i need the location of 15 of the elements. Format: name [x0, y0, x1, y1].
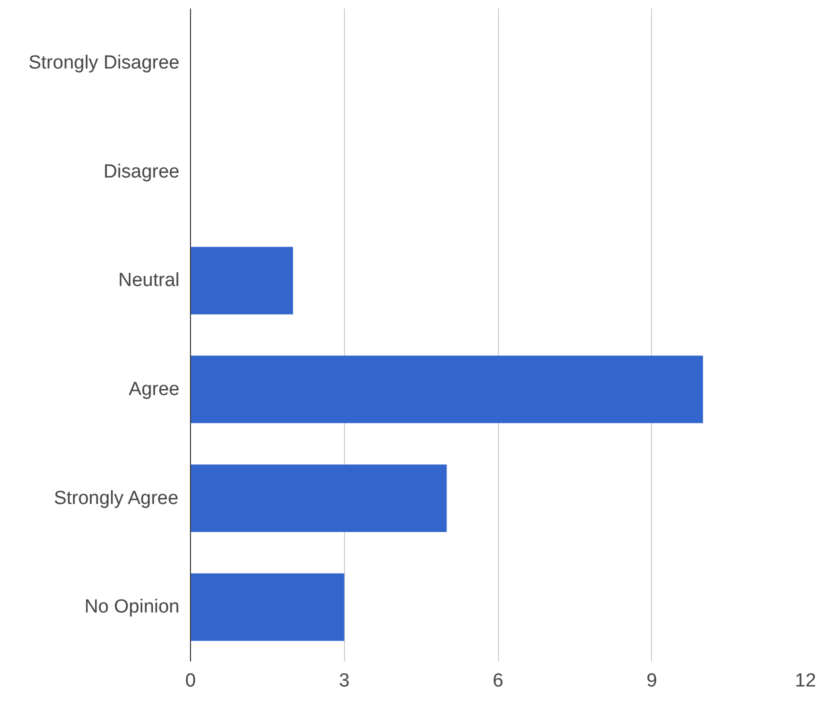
x-tick-label: 12 — [794, 670, 816, 692]
bar — [190, 246, 293, 314]
x-tick-label: 9 — [646, 670, 658, 692]
bar — [190, 573, 344, 641]
y-tick-label: Disagree — [103, 161, 180, 182]
y-tick-label: Neutral — [118, 270, 180, 292]
x-tick-label: 0 — [185, 670, 196, 692]
x-tick-label: 6 — [492, 670, 504, 692]
y-tick-label: Strongly Disagree — [28, 52, 180, 74]
y-tick-label: Agree — [128, 378, 180, 400]
bar — [190, 356, 703, 424]
bar — [190, 464, 447, 532]
y-tick-label: Strongly Agree — [54, 488, 178, 509]
y-tick-label: No Opinion — [84, 596, 180, 618]
x-tick-label: 3 — [338, 670, 350, 692]
